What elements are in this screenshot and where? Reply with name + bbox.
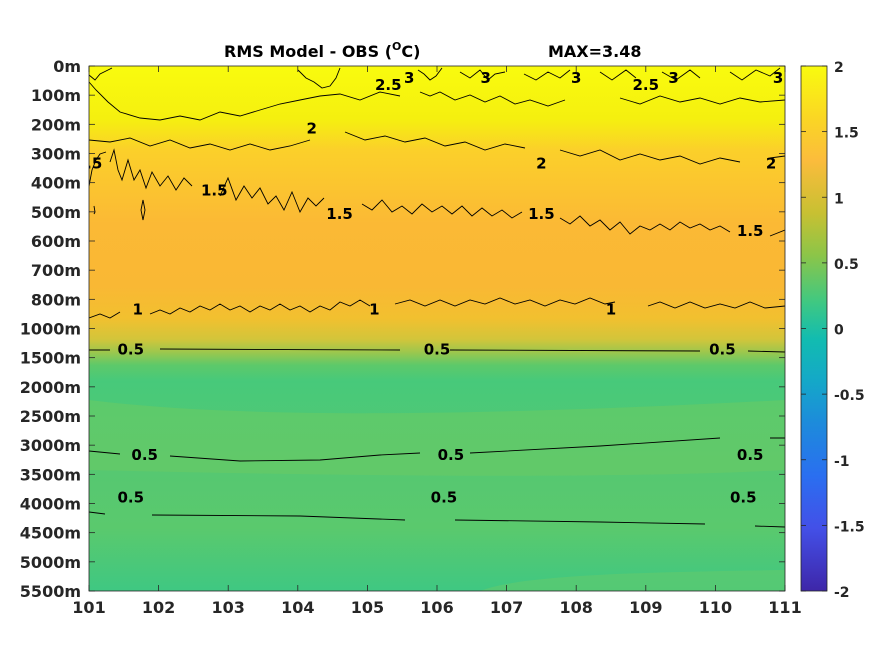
colorbar-tick-label: -1	[834, 454, 850, 470]
contour-label: 0.5	[737, 446, 764, 464]
x-tick-label: 111	[768, 598, 801, 617]
contour-label: 0.5	[431, 489, 458, 507]
contour-label-layer: 3 3 3 332.5 2.522 21.51.51.5 1.51.51 1 10.5 0.5 0.…	[76, 69, 783, 507]
y-tick-label: 3500m	[20, 465, 81, 484]
contour-label: 1	[133, 300, 143, 318]
contour-label: 1.5	[737, 222, 764, 240]
heatmap-field	[89, 66, 785, 591]
x-tick-label: 110	[699, 598, 732, 617]
x-tick-label: 101	[72, 598, 105, 617]
y-tick-label: 4500m	[20, 524, 81, 543]
contour-2	[89, 131, 785, 165]
y-tick-label: 800m	[31, 290, 81, 309]
contour-label: 0.5	[117, 341, 144, 359]
contour-label: 2	[536, 155, 546, 173]
chart-title: RMS Model - OBS (OC)	[224, 40, 420, 61]
contour-label: 1.5	[201, 182, 228, 200]
colorbar-tick-label: -1.5	[834, 519, 865, 535]
contour-label: 0.5	[117, 489, 144, 507]
max-label: MAX=3.48	[548, 42, 642, 61]
y-tick-label: 700m	[31, 261, 81, 280]
y-tick-label: 0m	[53, 57, 81, 76]
y-tick-label: 500m	[31, 203, 81, 222]
colorbar-tick-label: -2	[834, 585, 850, 601]
y-tick-label: 600m	[31, 232, 81, 251]
y-tick-label: 2500m	[20, 407, 81, 426]
x-tick-label: 104	[281, 598, 314, 617]
colorbar-tick-label: 1	[834, 191, 844, 207]
x-tick-label: 107	[490, 598, 523, 617]
y-tick-label: 100m	[31, 86, 81, 105]
x-tick-label: 105	[351, 598, 384, 617]
contour-label: 0.5	[730, 489, 757, 507]
contour-1	[89, 297, 785, 319]
y-tick-label: 400m	[31, 174, 81, 193]
contour-label: 3	[668, 69, 678, 87]
colorbar-tick-label: 1.5	[834, 126, 859, 142]
contour-3	[89, 67, 781, 89]
colorbar-tick-label: 2	[834, 60, 844, 76]
colorbar-axis: 2 1.5 1 0.5 0 -0.5 -1 -1.5 -2	[801, 60, 865, 601]
contour-label: 3	[773, 69, 783, 87]
x-tick-label: 102	[142, 598, 175, 617]
y-tick-label: 1000m	[20, 320, 81, 339]
y-tick-label: 2000m	[20, 378, 81, 397]
x-tick-label: 109	[629, 598, 662, 617]
contour-label: 3	[571, 69, 581, 87]
contour-label: 2.5	[633, 76, 660, 94]
contour-label: 0.5	[438, 446, 465, 464]
contour-label: 1	[606, 300, 616, 318]
contour-label: 2.5	[375, 76, 402, 94]
contour-label: 0.5	[709, 341, 736, 359]
contour-lines	[89, 67, 785, 528]
contour-label: 2	[307, 119, 317, 137]
contour-label: 3	[481, 69, 491, 87]
y-tick-label: 3000m	[20, 436, 81, 455]
y-tick-label: 5500m	[20, 582, 81, 601]
contour-label: 1.5	[326, 205, 353, 223]
contour-label: 1.5	[76, 155, 103, 173]
y-tick-label: 1500m	[20, 349, 81, 368]
contour-0-5-upper	[89, 348, 785, 353]
contour-1-5-upper	[109, 148, 785, 237]
x-tick-label: 106	[420, 598, 453, 617]
contour-label: 0.5	[131, 446, 158, 464]
contour-2-5	[89, 81, 785, 121]
y-tick-label: 5000m	[20, 553, 81, 572]
x-axis: 101 102 103 104 105 106 107 108 109 110 111	[72, 66, 802, 617]
colorbar-tick-label: 0	[834, 323, 844, 339]
colorbar-tick-label: -0.5	[834, 388, 865, 404]
contour-label: 3	[404, 69, 414, 87]
colorbar-tick-label: 0.5	[834, 257, 859, 273]
x-tick-label: 108	[559, 598, 592, 617]
contour-label: 2	[766, 155, 776, 173]
y-tick-label: 200m	[31, 115, 81, 134]
bottom-wedge	[480, 570, 785, 591]
contour-0-5-mid	[89, 437, 785, 462]
y-tick-label: 300m	[31, 145, 81, 164]
y-axis: 0m 100m 200m 300m 400m 500m 600m 700m 800m 1000m 1…	[20, 57, 785, 601]
deep-water-lens	[89, 400, 785, 476]
contour-0-5-lower	[89, 511, 785, 528]
contour-label: 1.5	[528, 205, 555, 223]
contour-label: 1	[369, 300, 379, 318]
contour-label: 0.5	[424, 341, 451, 359]
y-tick-label: 4000m	[20, 495, 81, 514]
x-tick-label: 103	[211, 598, 244, 617]
